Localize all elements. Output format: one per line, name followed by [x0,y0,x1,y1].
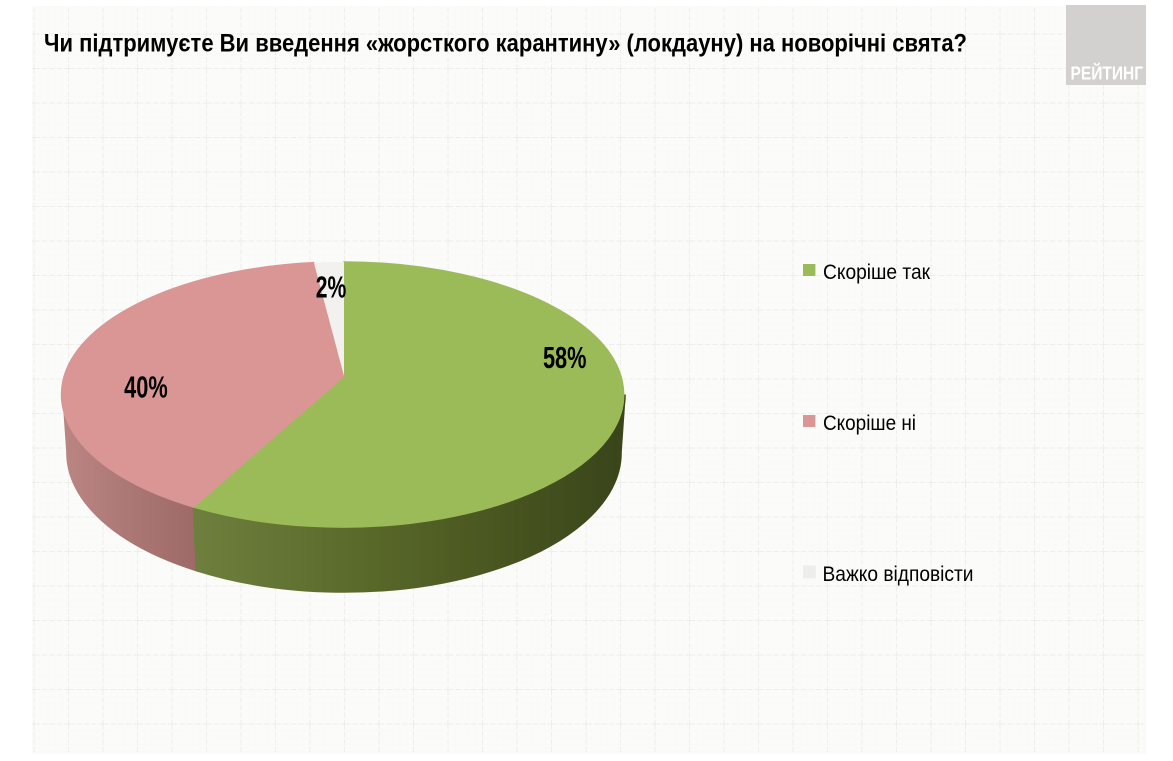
svg-text:Скоріше ні: Скоріше ні [823,411,916,435]
svg-text:РЕЙТИНГ: РЕЙТИНГ [1071,63,1144,84]
svg-text:Важко відповісти: Важко відповісти [823,562,974,586]
svg-text:Чи підтримуєте Ви введення «жо: Чи підтримуєте Ви введення «жорсткого ка… [44,29,967,57]
svg-text:Скоріше так: Скоріше так [823,260,931,284]
svg-text:58%: 58% [543,341,587,375]
svg-text:40%: 40% [124,371,168,405]
svg-text:2%: 2% [316,271,347,305]
